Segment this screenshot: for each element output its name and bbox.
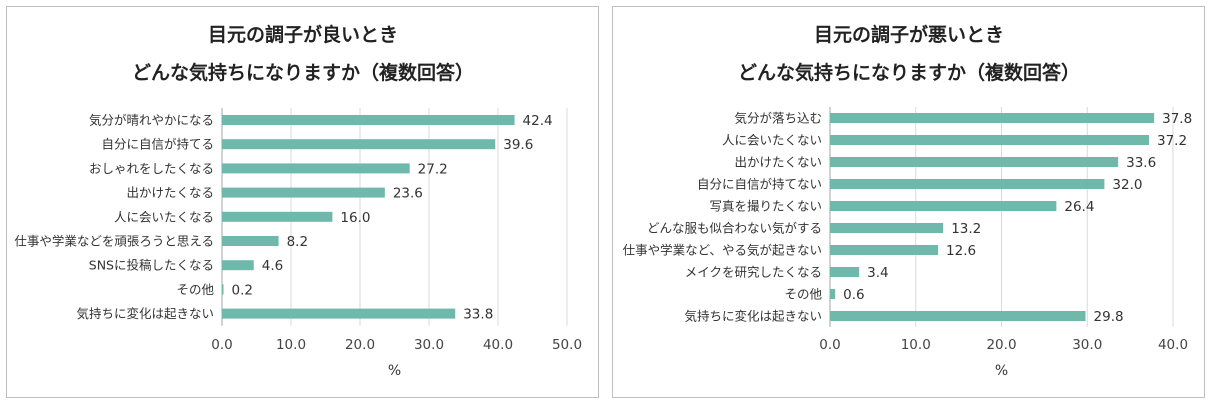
chart-good-category-label: 仕事や学業などを頑張ろうと思える	[14, 234, 214, 249]
chart-good-category-label: 気分が晴れやかになる	[89, 113, 214, 128]
chart-good-bar	[222, 308, 456, 319]
chart-bad-xtick-label: 10.0	[901, 337, 931, 353]
chart-bad-bar	[830, 267, 860, 277]
chart-bad-value-label: 29.8	[1094, 309, 1124, 325]
chart-good-bar	[222, 163, 410, 174]
chart-bad-xtick-label: 0.0	[819, 337, 840, 353]
chart-bad-category-label: 写真を撮りたくない	[709, 199, 822, 214]
chart-good-value-label: 23.6	[393, 186, 423, 202]
chart-good-bar	[222, 260, 254, 271]
chart-bad-x-axis-label: %	[995, 363, 1008, 379]
chart-bad-title: 目元の調子が悪いとき	[814, 23, 1004, 46]
chart-panel-bad: 目元の調子が悪いときどんな気持ちになりますか（複数回答） 0.0 10.0 20.0 3…	[612, 6, 1205, 398]
chart-panel-good: 目元の調子が良いときどんな気持ちになりますか（複数回答） 0.0 10.0 20.0 3…	[6, 6, 599, 398]
chart-bad-bar	[830, 245, 939, 255]
chart-bad-category-label: 仕事や学業など、やる気が起きない	[623, 243, 822, 258]
chart-good-bar	[222, 187, 385, 198]
chart-good-x-axis-label: %	[388, 363, 401, 379]
chart-bad-xtick-label: 40.0	[1158, 337, 1188, 353]
chart-bad-bar	[830, 113, 1155, 123]
chart-bad-bar	[830, 179, 1105, 189]
chart-bad-value-label: 32.0	[1112, 177, 1142, 193]
chart-good-category-label: 人に会いたくなる	[114, 209, 214, 224]
chart-good-category-label: SNSに投稿したくなる	[89, 258, 214, 273]
chart-good-xtick-label: 50.0	[552, 337, 582, 353]
chart-bad-category-label: 自分に自信が持てない	[697, 177, 822, 192]
chart-bad-category-label: 出かけたくない	[734, 155, 822, 170]
chart-good-value-label: 8.2	[287, 234, 308, 250]
chart-bad-value-label: 26.4	[1064, 199, 1094, 215]
chart-good-category-label: 出かけたくなる	[126, 185, 214, 200]
chart-good-bar	[222, 211, 333, 222]
chart-bad-xtick-label: 20.0	[986, 337, 1016, 353]
chart-good-bar	[222, 284, 224, 295]
chart-good-bar	[222, 236, 279, 246]
chart-bad-value-label: 33.6	[1126, 155, 1156, 171]
chart-good-value-label: 27.2	[418, 161, 448, 177]
chart-good-category-label: 気持ちに変化は起きない	[76, 306, 214, 321]
chart-good-title: 目元の調子が良いとき	[208, 23, 398, 46]
chart-good-xtick-label: 10.0	[276, 337, 306, 353]
chart-bad-subtitle: どんな気持ちになりますか（複数回答）	[738, 61, 1080, 84]
chart-bad-category-label: 人に会いたくない	[722, 133, 822, 148]
chart-bad-category-label: 気分が落ち込む	[734, 111, 822, 126]
chart-bad-bar	[830, 157, 1119, 167]
chart-good-category-label: その他	[176, 282, 214, 297]
chart-bad-category-label: メイクを研究したくなる	[685, 265, 822, 280]
chart-bad-category-label: その他	[784, 287, 822, 302]
chart-good-subtitle: どんな気持ちになりますか（複数回答）	[132, 61, 474, 84]
chart-bad-value-label: 37.8	[1162, 111, 1192, 127]
chart-good-value-label: 16.0	[340, 210, 370, 226]
chart-bad-bar	[830, 135, 1149, 145]
chart-bad-bar	[830, 201, 1057, 211]
chart-good-xtick-label: 40.0	[483, 337, 513, 353]
chart-good-xtick-label: 20.0	[345, 337, 375, 353]
chart-bad-value-label: 3.4	[867, 265, 888, 281]
chart-bad-value-label: 13.2	[951, 221, 981, 237]
chart-good-bar	[222, 139, 496, 150]
chart-good-value-label: 42.4	[523, 113, 553, 129]
chart-good-bar	[222, 115, 515, 125]
chart-bad-value-label: 12.6	[946, 243, 976, 259]
chart-good-value-label: 4.6	[262, 258, 283, 274]
chart-bad-value-label: 0.6	[843, 287, 864, 303]
chart-bad-bar	[830, 311, 1086, 321]
chart-good-category-label: おしゃれをしたくなる	[89, 161, 214, 176]
chart-bad-bar	[830, 223, 944, 233]
chart-bad-xtick-label: 30.0	[1072, 337, 1102, 353]
chart-good-value-label: 33.8	[463, 307, 493, 323]
chart-good-value-label: 0.2	[232, 282, 253, 298]
chart-good-category-label: 自分に自信が持てる	[101, 137, 214, 152]
chart-bad-bar	[830, 289, 836, 299]
chart-good-value-label: 39.6	[503, 137, 533, 153]
chart-bad-value-label: 37.2	[1157, 133, 1187, 149]
chart-good-xtick-label: 0.0	[211, 337, 232, 353]
chart-bad-category-label: どんな服も似合わない気がする	[647, 221, 822, 236]
chart-good-xtick-label: 30.0	[414, 337, 444, 353]
chart-bad-category-label: 気持ちに変化は起きない	[684, 309, 822, 324]
